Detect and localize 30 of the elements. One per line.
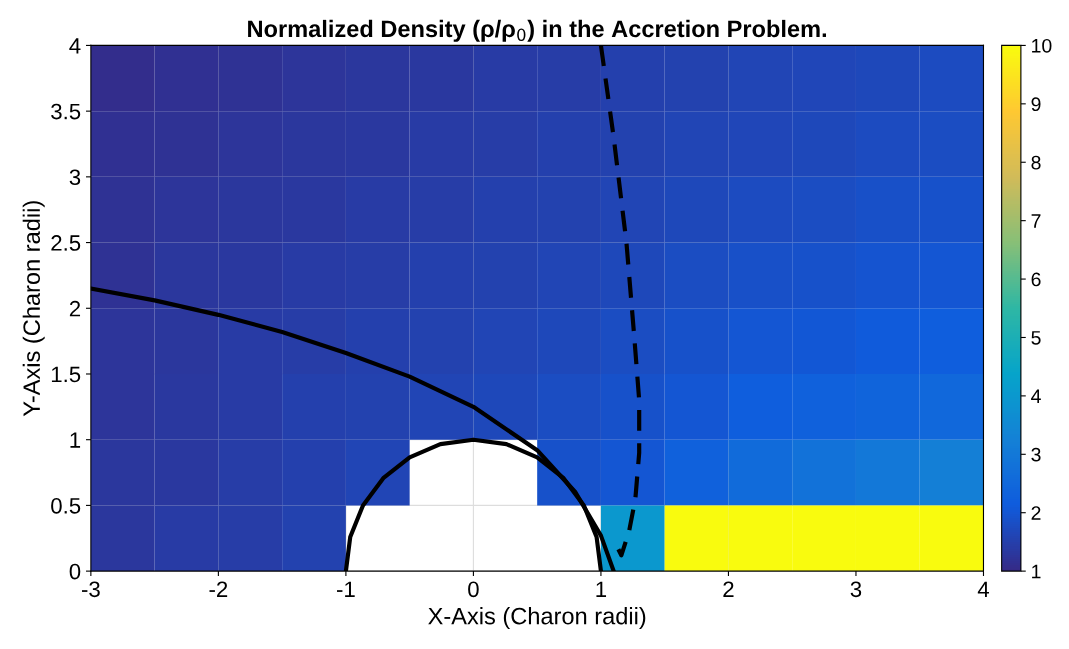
y-tick-label: 2 xyxy=(69,300,81,317)
chart-title: Normalized Density (ρ/ρ$_{0}$) in the Accretion Problem. xyxy=(248,19,827,42)
color-bar-label: 6 xyxy=(1031,272,1041,287)
y-tick-label: 0.5 xyxy=(51,497,81,514)
color-bar-label: 4 xyxy=(1031,389,1041,403)
x-tick-label: -1 xyxy=(337,581,355,597)
color-bar-label: 8 xyxy=(1031,155,1041,170)
x-tick-label: 3 xyxy=(850,581,862,598)
y-tick-label: 3 xyxy=(69,169,81,186)
y-tick-label: 0 xyxy=(69,563,81,580)
color-bar-label: 3 xyxy=(1031,447,1041,462)
y-tick-label: 2.5 xyxy=(51,235,81,251)
color-bar-label: 10 xyxy=(1032,38,1052,53)
color-bar-label: 9 xyxy=(1031,97,1041,112)
x-axis-title: X-Axis (Charon radii) xyxy=(428,607,646,630)
y-axis-title: Y-Axis (Charon radii) xyxy=(22,201,45,417)
x-tick-label: 4 xyxy=(977,581,990,597)
x-tick-label: -2 xyxy=(209,581,228,597)
x-tick-label: 2 xyxy=(723,581,734,597)
color-bar-label: 5 xyxy=(1031,331,1041,345)
color-bar-label: 1 xyxy=(1032,564,1041,579)
y-tick-label: 4 xyxy=(69,38,81,54)
x-tick-label: 0 xyxy=(468,581,479,598)
x-tick-label: 1 xyxy=(596,581,607,597)
y-tick-label: 3.5 xyxy=(51,103,81,120)
x-tick-label: -3 xyxy=(81,581,100,598)
y-tick-label: 1.5 xyxy=(51,366,81,383)
color-bar-label: 2 xyxy=(1031,506,1041,520)
y-tick-label: 1 xyxy=(70,432,81,448)
color-bar-label: 7 xyxy=(1031,214,1041,228)
